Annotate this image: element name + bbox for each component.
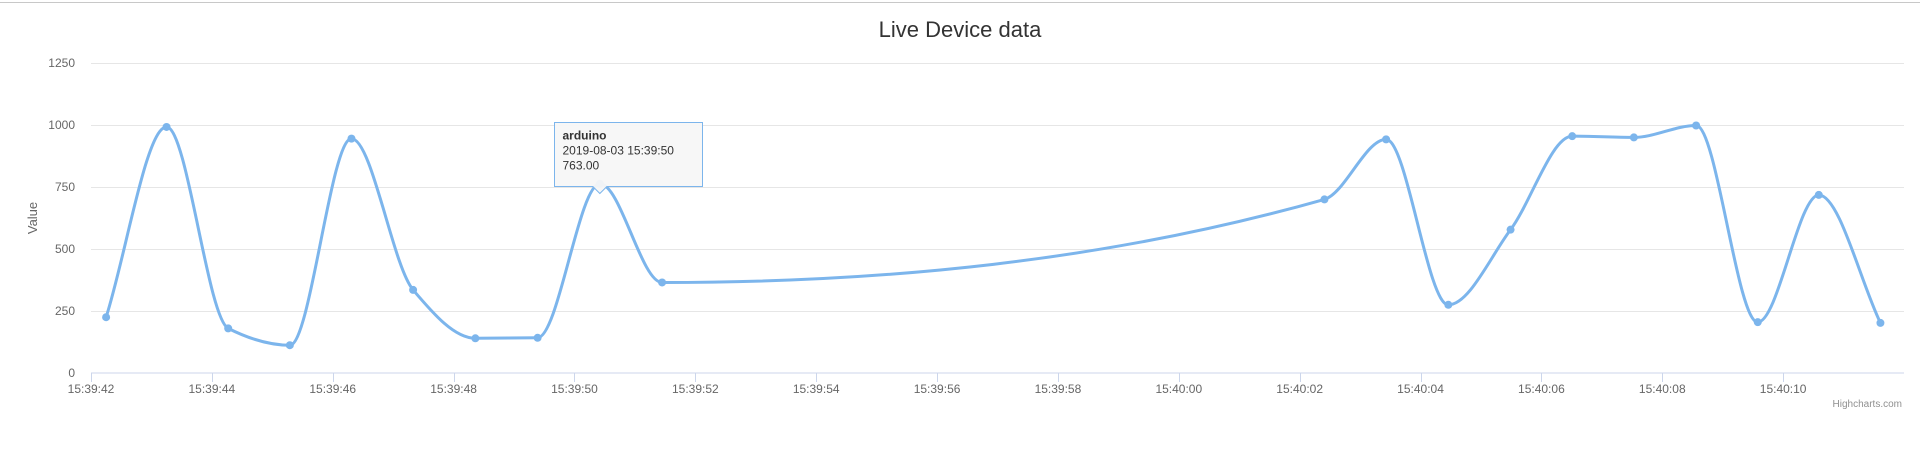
- data-point[interactable]: [1814, 190, 1823, 199]
- x-tick-label: 15:39:56: [914, 382, 961, 396]
- data-point[interactable]: [1568, 132, 1577, 141]
- data-point[interactable]: [533, 333, 542, 342]
- data-point[interactable]: [1692, 121, 1701, 130]
- tooltip-value: 763.00: [563, 159, 600, 173]
- x-tick-label: 15:39:44: [189, 382, 236, 396]
- data-point[interactable]: [1506, 225, 1515, 234]
- x-tick-label: 15:39:58: [1035, 382, 1082, 396]
- y-tick-label: 1250: [48, 56, 75, 70]
- tooltip-series-name: arduino: [563, 129, 607, 143]
- data-point[interactable]: [347, 134, 356, 143]
- data-point[interactable]: [1629, 133, 1638, 142]
- tooltip-box: [554, 122, 703, 195]
- data-point[interactable]: [162, 122, 171, 131]
- y-tick-label: 750: [55, 180, 75, 194]
- x-tick-label: 15:39:48: [430, 382, 477, 396]
- x-tick-label: 15:39:50: [551, 382, 598, 396]
- x-tick-labels: 15:39:42 15:39:44 15:39:46 15:39:48 15:39:50…: [68, 382, 1807, 396]
- tooltip-date: 2019-08-03 15:39:50: [563, 144, 675, 158]
- data-point[interactable]: [1444, 300, 1453, 309]
- data-point[interactable]: [1876, 318, 1885, 327]
- series-line[interactable]: [104, 124, 1882, 347]
- x-tick-label: 15:40:00: [1155, 382, 1202, 396]
- x-tick-label: 15:40:02: [1276, 382, 1323, 396]
- x-tick-label: 15:40:06: [1518, 382, 1565, 396]
- data-points[interactable]: [102, 121, 1885, 350]
- data-point[interactable]: [285, 341, 294, 350]
- data-point[interactable]: [471, 334, 480, 343]
- data-point[interactable]: [1382, 135, 1391, 144]
- x-tick-label: 15:39:52: [672, 382, 719, 396]
- credits-link[interactable]: Highcharts.com: [1833, 399, 1902, 410]
- y-tick-label: 500: [55, 242, 75, 256]
- data-point[interactable]: [409, 285, 418, 294]
- data-point[interactable]: [102, 313, 111, 322]
- data-point[interactable]: [658, 278, 667, 287]
- data-point[interactable]: [1753, 318, 1762, 327]
- x-tick-label: 15:40:04: [1397, 382, 1444, 396]
- x-tick-label: 15:39:42: [68, 382, 115, 396]
- x-tick-label: 15:39:54: [793, 382, 840, 396]
- x-tick-label: 15:40:08: [1639, 382, 1686, 396]
- x-tick-marks: [91, 373, 1784, 382]
- y-tick-label: 0: [68, 366, 75, 380]
- chart-title: Live Device data: [879, 17, 1042, 42]
- gridlines: [91, 63, 1904, 312]
- y-tick-label: 250: [55, 304, 75, 318]
- data-point[interactable]: [1320, 195, 1329, 204]
- y-tick-labels: 0 250 500 750 1000 1250: [48, 56, 75, 380]
- top-border: [0, 2, 1920, 3]
- x-tick-label: 15:40:10: [1760, 382, 1807, 396]
- data-point[interactable]: [224, 324, 233, 333]
- tooltip: arduino 2019-08-03 15:39:50 763.00: [554, 122, 703, 195]
- y-tick-label: 1000: [48, 118, 75, 132]
- y-axis-label: Value: [25, 202, 40, 234]
- x-tick-label: 15:39:46: [309, 382, 356, 396]
